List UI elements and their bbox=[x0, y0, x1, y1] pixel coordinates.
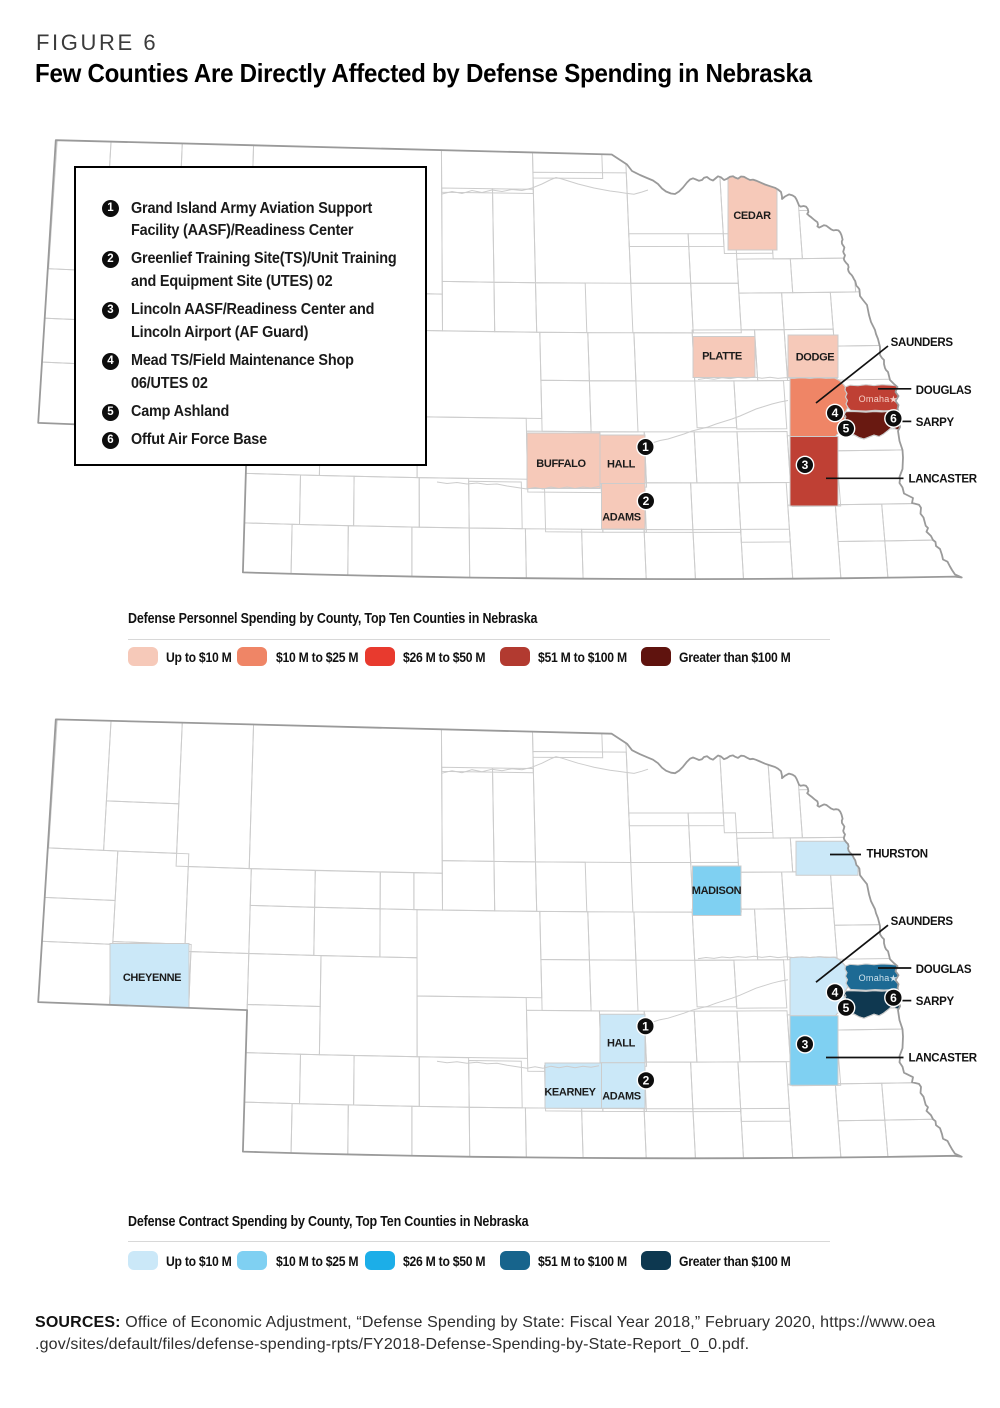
svg-text:ADAMS: ADAMS bbox=[602, 1091, 641, 1103]
svg-text:BUFFALO: BUFFALO bbox=[536, 458, 586, 470]
svg-text:CEDAR: CEDAR bbox=[733, 210, 771, 222]
svg-text:2: 2 bbox=[643, 1073, 650, 1087]
svg-text:LANCASTER: LANCASTER bbox=[909, 1053, 978, 1065]
svg-text:THURSTON: THURSTON bbox=[867, 849, 928, 861]
svg-text:3: 3 bbox=[802, 458, 809, 472]
svg-text:1: 1 bbox=[642, 1019, 649, 1033]
svg-text:SARPY: SARPY bbox=[916, 417, 955, 429]
svg-text:DOUGLAS: DOUGLAS bbox=[916, 385, 972, 397]
svg-text:3: 3 bbox=[802, 1037, 809, 1051]
svg-text:2: 2 bbox=[643, 494, 650, 508]
svg-text:MADISON: MADISON bbox=[692, 885, 742, 897]
svg-text:5: 5 bbox=[843, 422, 850, 436]
svg-text:CHEYENNE: CHEYENNE bbox=[123, 972, 181, 984]
svg-text:4: 4 bbox=[832, 406, 839, 420]
svg-text:5: 5 bbox=[843, 1001, 850, 1015]
svg-text:KEARNEY: KEARNEY bbox=[544, 1087, 596, 1099]
svg-text:DOUGLAS: DOUGLAS bbox=[916, 964, 972, 976]
svg-text:★: ★ bbox=[889, 395, 898, 406]
svg-text:SAUNDERS: SAUNDERS bbox=[891, 337, 954, 349]
svg-text:Omaha: Omaha bbox=[859, 973, 890, 983]
svg-text:ADAMS: ADAMS bbox=[602, 512, 641, 524]
svg-text:1: 1 bbox=[642, 440, 649, 454]
svg-text:6: 6 bbox=[890, 991, 897, 1005]
svg-text:DODGE: DODGE bbox=[796, 352, 835, 364]
svg-text:SAUNDERS: SAUNDERS bbox=[891, 916, 954, 928]
svg-text:HALL: HALL bbox=[607, 1038, 636, 1050]
svg-text:LANCASTER: LANCASTER bbox=[909, 474, 978, 486]
svg-text:6: 6 bbox=[890, 412, 897, 426]
svg-text:PLATTE: PLATTE bbox=[702, 351, 742, 363]
svg-text:★: ★ bbox=[889, 974, 898, 985]
svg-text:Omaha: Omaha bbox=[859, 394, 890, 404]
svg-text:4: 4 bbox=[832, 985, 839, 999]
svg-text:SARPY: SARPY bbox=[916, 996, 955, 1008]
svg-text:HALL: HALL bbox=[607, 459, 636, 471]
